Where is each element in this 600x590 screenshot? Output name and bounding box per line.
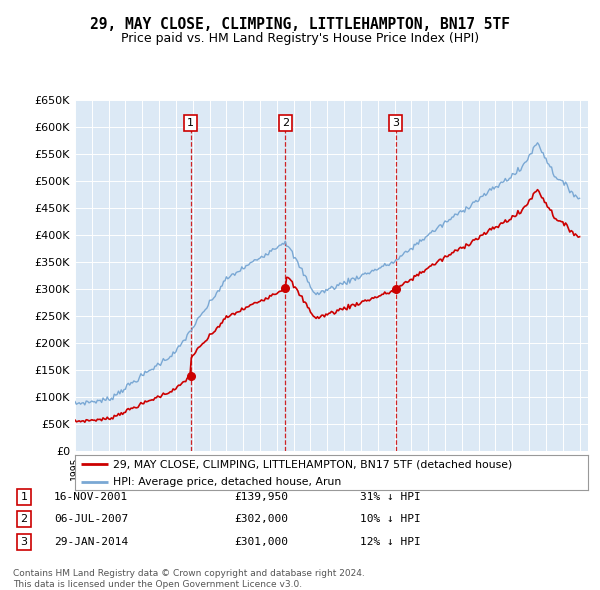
Text: £302,000: £302,000: [234, 514, 288, 524]
Text: 31% ↓ HPI: 31% ↓ HPI: [360, 492, 421, 502]
Text: 29-JAN-2014: 29-JAN-2014: [54, 537, 128, 546]
Text: This data is licensed under the Open Government Licence v3.0.: This data is licensed under the Open Gov…: [13, 579, 302, 589]
Text: 3: 3: [392, 118, 400, 128]
Text: £301,000: £301,000: [234, 537, 288, 546]
Text: 29, MAY CLOSE, CLIMPING, LITTLEHAMPTON, BN17 5TF (detached house): 29, MAY CLOSE, CLIMPING, LITTLEHAMPTON, …: [113, 459, 513, 469]
Text: 29, MAY CLOSE, CLIMPING, LITTLEHAMPTON, BN17 5TF: 29, MAY CLOSE, CLIMPING, LITTLEHAMPTON, …: [90, 17, 510, 32]
Text: 10% ↓ HPI: 10% ↓ HPI: [360, 514, 421, 524]
Text: Contains HM Land Registry data © Crown copyright and database right 2024.: Contains HM Land Registry data © Crown c…: [13, 569, 365, 578]
Text: Price paid vs. HM Land Registry's House Price Index (HPI): Price paid vs. HM Land Registry's House …: [121, 32, 479, 45]
Text: 2: 2: [20, 514, 28, 524]
Text: 1: 1: [20, 492, 28, 502]
Text: 3: 3: [20, 537, 28, 546]
Text: 2: 2: [282, 118, 289, 128]
Text: HPI: Average price, detached house, Arun: HPI: Average price, detached house, Arun: [113, 477, 342, 487]
Text: 16-NOV-2001: 16-NOV-2001: [54, 492, 128, 502]
Text: 12% ↓ HPI: 12% ↓ HPI: [360, 537, 421, 546]
Text: £139,950: £139,950: [234, 492, 288, 502]
Text: 1: 1: [187, 118, 194, 128]
Text: 06-JUL-2007: 06-JUL-2007: [54, 514, 128, 524]
